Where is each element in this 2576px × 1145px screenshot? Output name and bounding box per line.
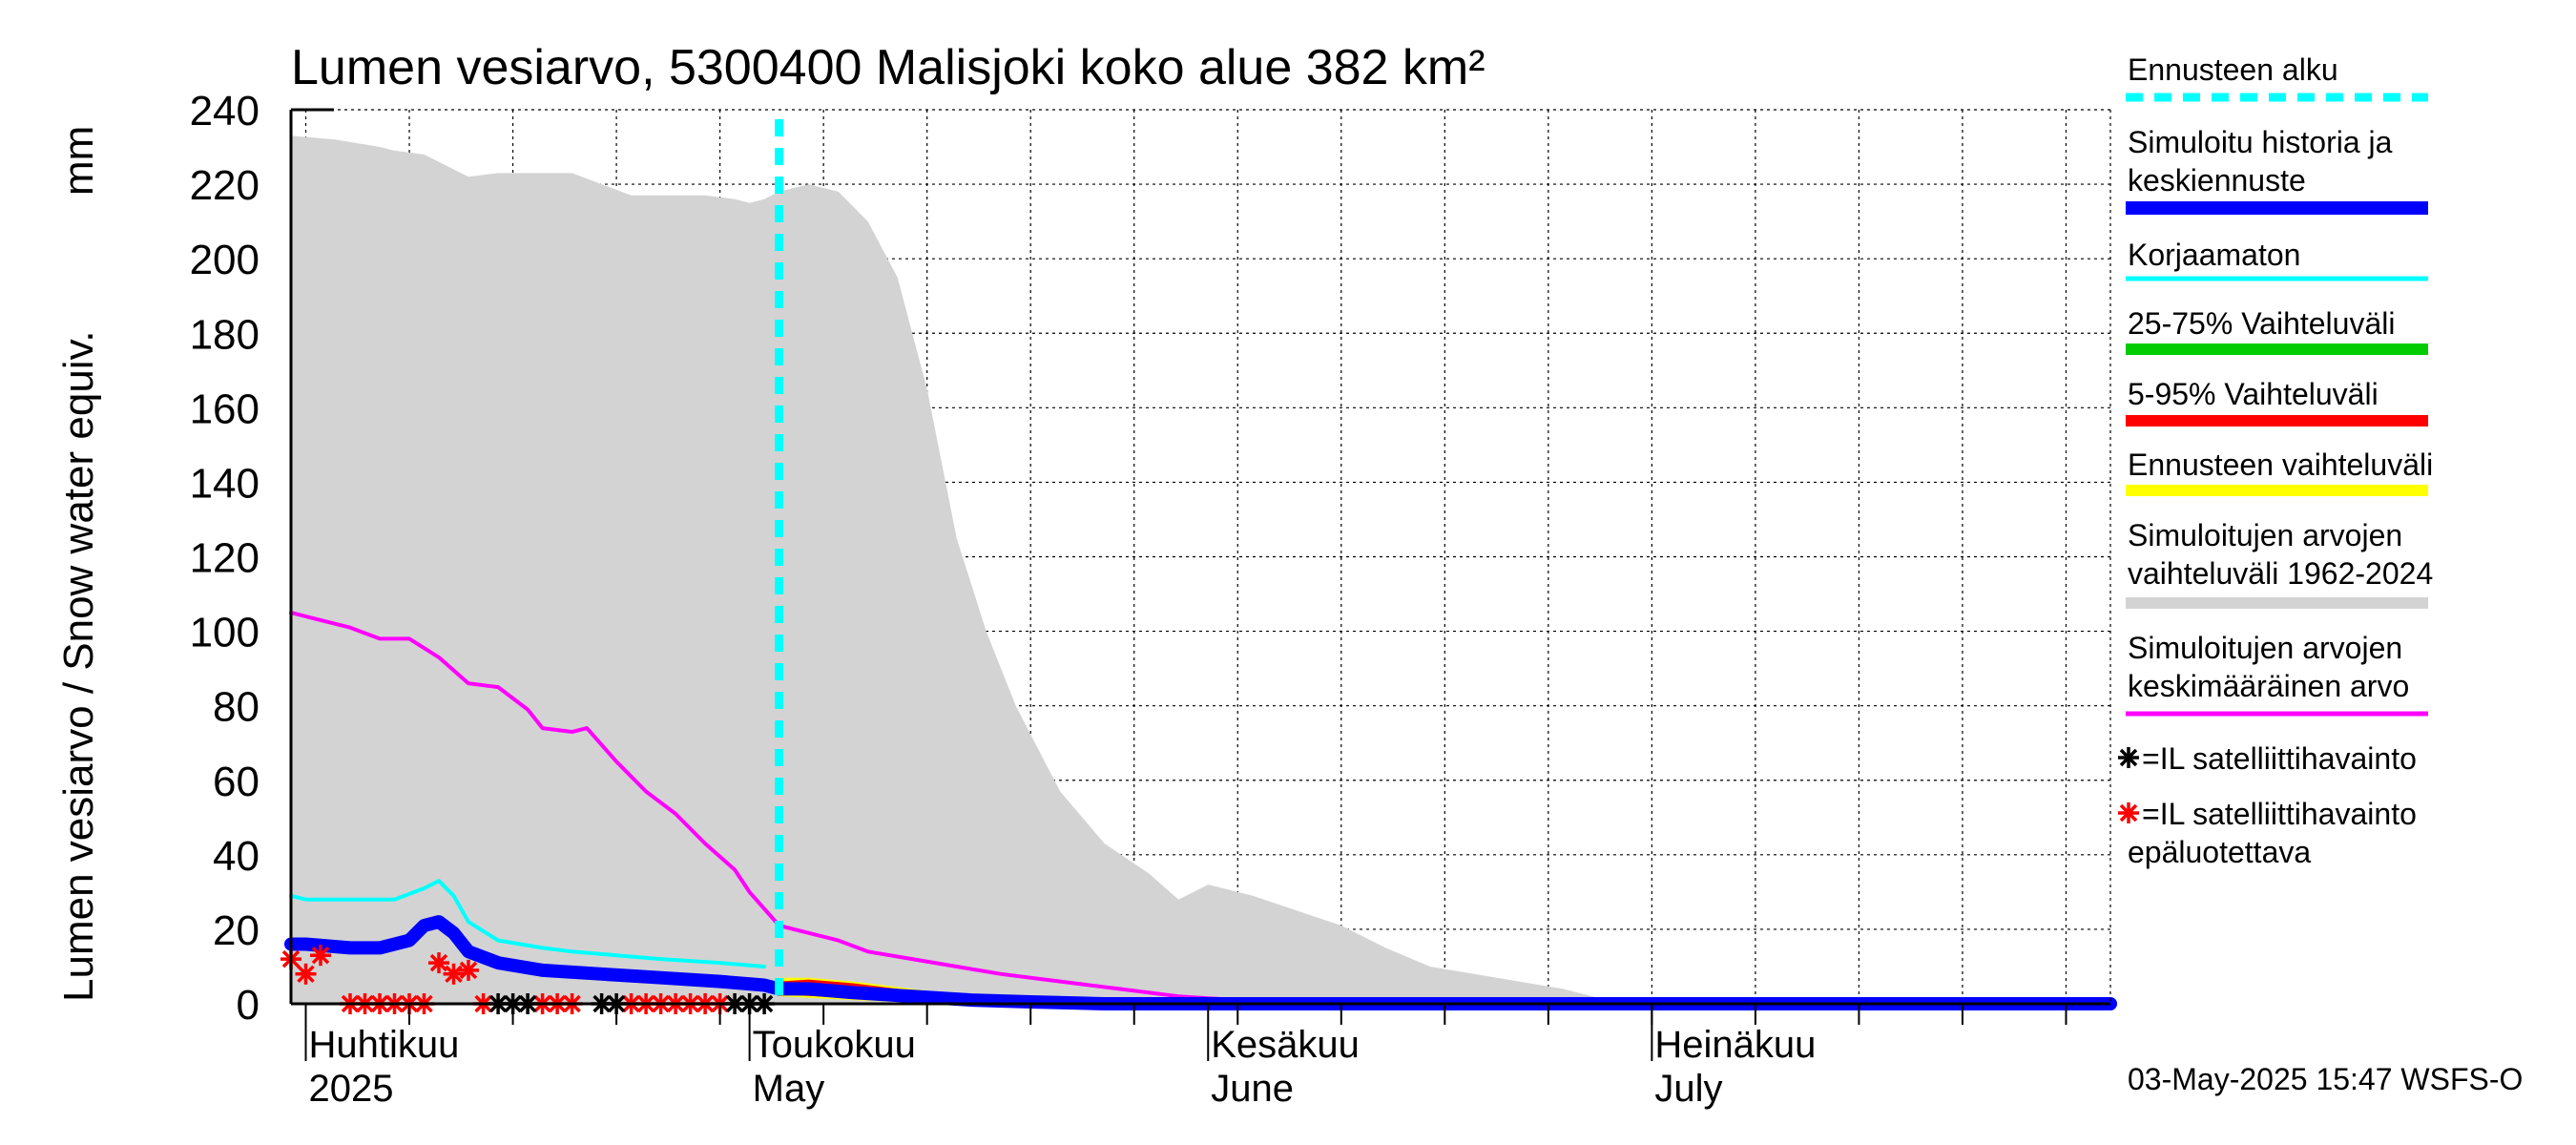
legend-simulated-label-2: keskiennuste — [2128, 163, 2306, 198]
legend-sat-obs-unreliable-label-2: epäluotettava — [2128, 835, 2311, 869]
legend-sat-obs-marker — [2118, 747, 2139, 768]
series-line — [289, 879, 767, 968]
x-month-sublabel: June — [1211, 1068, 1294, 1110]
legend-range-5-95-label: 5-95% Vaihteluväli — [2128, 377, 2379, 411]
y-tick-label: 200 — [190, 237, 260, 283]
sat-obs-unreliable-marker — [295, 963, 317, 985]
footer-timestamp: 03-May-2025 15:47 WSFS-O — [2128, 1062, 2523, 1096]
x-month-label: Heinäkuu — [1654, 1024, 1816, 1066]
x-month-sublabel: July — [1654, 1068, 1722, 1110]
y-tick-label: 60 — [213, 759, 260, 805]
marker-stroke — [297, 965, 315, 984]
band-area — [291, 135, 2110, 1005]
legend-uncorrected-label: Korjaamaton — [2128, 238, 2300, 272]
y-tick-label: 0 — [237, 982, 260, 1029]
legend-sim-mean-label-1: Simuloitujen arvojen — [2128, 631, 2402, 665]
sat-obs-unreliable-marker — [458, 959, 479, 981]
x-month-label: Kesäkuu — [1211, 1024, 1360, 1066]
y-tick-label: 120 — [190, 535, 260, 582]
series-line — [289, 611, 2112, 1006]
y-tick-label: 160 — [190, 385, 260, 432]
legend-forecast-start-label: Ennusteen alku — [2128, 52, 2338, 87]
marker-stroke — [429, 953, 448, 972]
x-month-sublabel: May — [753, 1068, 825, 1110]
y-tick-label: 240 — [190, 88, 260, 135]
chart-title: Lumen vesiarvo, 5300400 Malisjoki koko a… — [291, 40, 1485, 95]
y-tick-label: 180 — [190, 311, 260, 358]
sat-obs-unreliable-marker — [443, 963, 465, 985]
legend-forecast-range-label: Ennusteen vaihteluväli — [2128, 448, 2433, 482]
legend-sat-obs-unreliable-marker — [2118, 802, 2139, 823]
x-month-sublabel: 2025 — [309, 1068, 394, 1110]
y-tick-label: 80 — [213, 684, 260, 731]
marker-stroke — [311, 946, 330, 965]
y-tick-label: 220 — [190, 162, 260, 209]
series-line — [284, 915, 2117, 1010]
legend-range-25-75-label: 25-75% Vaihteluväli — [2128, 306, 2395, 341]
legend-sim-mean-label-2: keskimääräinen arvo — [2128, 669, 2409, 703]
legend-sim-range-label-1: Simuloitujen arvojen — [2128, 518, 2402, 552]
series-lines — [284, 119, 2117, 1010]
legend-sat-obs-unreliable-label-1: =IL satelliittihavainto — [2142, 797, 2417, 831]
y-tick-label: 100 — [190, 610, 260, 656]
y-tick-labels: 0 20 40 60 80 100 120 140 160 180 200 220 240 — [190, 88, 260, 1029]
legend-sat-obs-label: =IL satelliittihavainto — [2142, 741, 2417, 776]
legend: Ennusteen alku Simuloitu historia ja kes… — [2118, 52, 2433, 869]
sat-obs-unreliable-marker — [310, 945, 331, 967]
range-bands — [291, 135, 2110, 1005]
y-tick-label: 40 — [213, 833, 260, 880]
y-axis-title: Lumen vesiarvo / Snow water equiv. mm — [55, 126, 102, 1002]
y-tick-label: 20 — [213, 907, 260, 954]
y-tick-label: 140 — [190, 460, 260, 507]
sat-obs-unreliable-marker — [428, 952, 449, 974]
x-month-label: Huhtikuu — [309, 1024, 460, 1066]
legend-simulated-label-1: Simuloitu historia ja — [2128, 125, 2393, 159]
y-axis-unit: mm — [55, 126, 102, 196]
marker-stroke — [459, 961, 478, 980]
x-month-label: Toukokuu — [753, 1024, 916, 1066]
axes — [289, 108, 2111, 1061]
legend-sim-range-label-2: vaihteluväli 1962-2024 — [2128, 556, 2433, 591]
y-axis-label: Lumen vesiarvo / Snow water equiv. — [55, 330, 102, 1002]
